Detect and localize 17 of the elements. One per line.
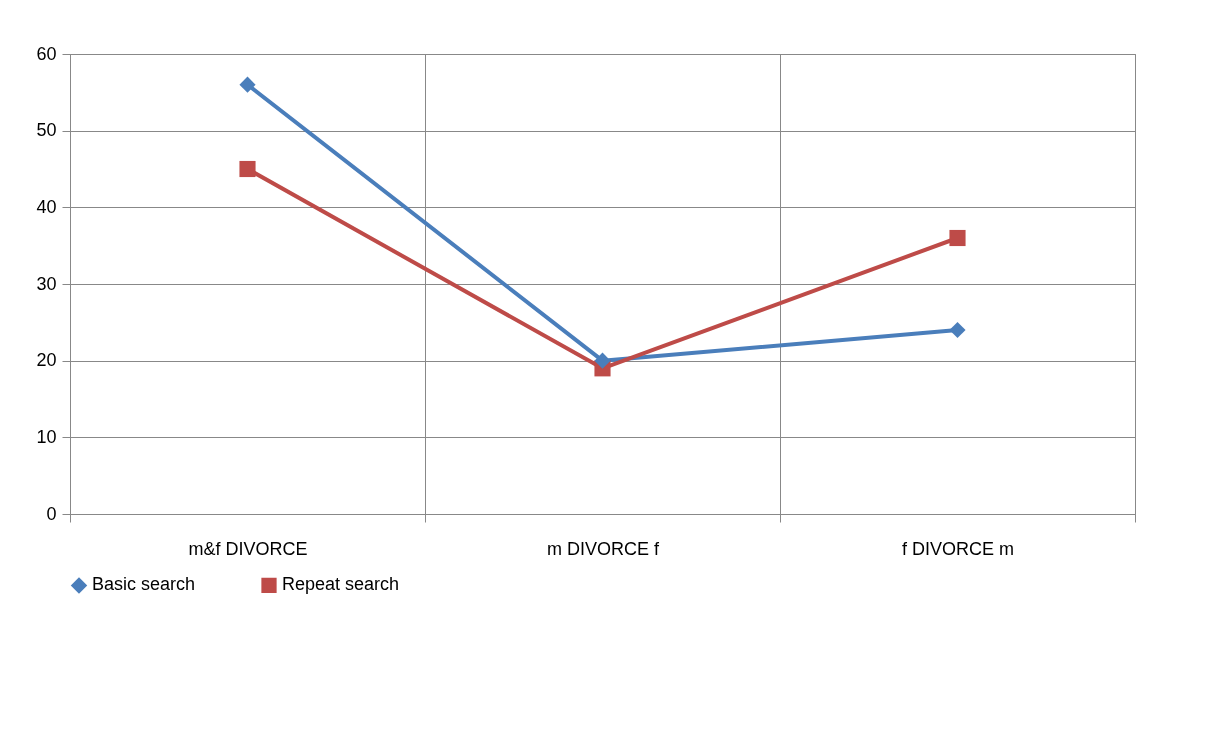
point (239, 76, 256, 93)
x-tick-label: m&f DIVORCE (188, 538, 308, 559)
x-tick-label: f DIVORCE m (901, 538, 1015, 559)
y-tick-label: 20 (36, 350, 57, 371)
point (239, 160, 256, 178)
legend-label: Basic search (92, 574, 196, 595)
point (594, 352, 611, 369)
y-tick-label: 0 (46, 503, 57, 524)
point (949, 321, 966, 339)
y-tick-label: 10 (36, 426, 57, 447)
x-tick-label: m DIVORCE f (546, 538, 660, 559)
legend-label: Repeat search (282, 574, 400, 595)
point (949, 229, 966, 247)
y-tick-label: 30 (36, 273, 57, 294)
y-tick-label: 50 (36, 120, 57, 141)
y-tick-label: 40 (36, 196, 57, 217)
y-tick-label: 60 (36, 43, 57, 64)
